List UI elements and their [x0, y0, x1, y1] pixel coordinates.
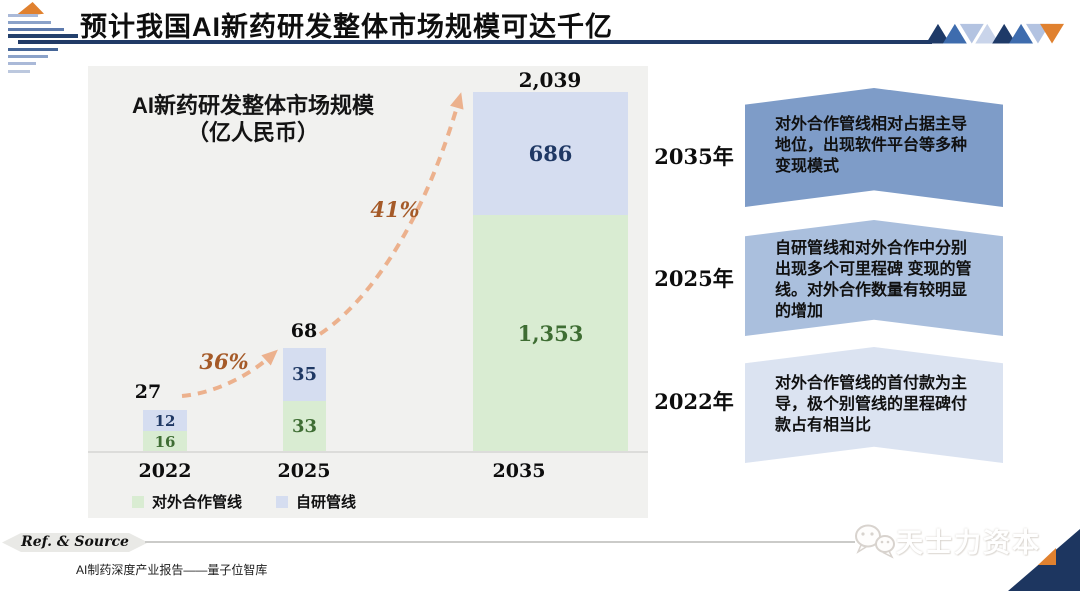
bar-2025-coop-value: 33	[291, 416, 318, 437]
x-label-2022: 2022	[138, 460, 192, 482]
growth-arrow-2022-2025	[181, 349, 278, 398]
ref-source-badge: Ref. & Source	[2, 533, 148, 552]
deco-line	[8, 70, 30, 73]
bar-2035-total: 2,039	[518, 68, 582, 92]
timeline-banner-2022: 对外合作管线的首付款为主导，极个别管线的里程碑付款占有相当比	[745, 347, 1003, 463]
source-text: AI制药深度产业报告——量子位智库	[76, 563, 268, 577]
timeline-year-2035: 2035年	[654, 144, 734, 169]
growth-arrows	[181, 92, 464, 398]
timeline-year-2025: 2025年	[654, 266, 734, 291]
timeline-banner-2035: 对外合作管线相对占据主导地位，出现软件平台等多种变现模式	[745, 88, 1003, 207]
timeline-banner-2025: 自研管线和对外合作中分别出现多个可里程碑 变现的管线。对外合作数量有较明显的增加	[745, 220, 1003, 336]
chart-title-line2: （亿人民币）	[186, 120, 319, 145]
chart-title: AI新药研发整体市场规模 （亿人民币）	[108, 92, 398, 146]
title-underline	[18, 40, 932, 44]
brand-logo: 天士力资本	[852, 521, 1041, 560]
bar-2035-coop-value: 1,353	[517, 321, 584, 346]
bar-2025-total: 68	[290, 320, 318, 342]
growth-label-41: 41%	[370, 197, 420, 222]
x-label-2025: 2025	[277, 460, 331, 482]
bar-2025-coop-segment: 33	[283, 401, 326, 452]
bar-2035-coop-segment: 1,353	[473, 215, 628, 452]
deco-line	[8, 48, 58, 51]
chart-panel: AI新药研发整体市场规模 （亿人民币） 36% 41% 27 12 16 68 …	[88, 66, 648, 518]
growth-arrow-2025-2035	[318, 92, 464, 336]
ref-divider-line	[145, 541, 855, 543]
chart-legend: 对外合作管线 自研管线	[132, 491, 356, 512]
timeline-banner-2025-text: 自研管线和对外合作中分别出现多个可里程碑 变现的管线。对外合作数量有较明显的增加	[775, 240, 972, 320]
deco-line	[8, 34, 78, 38]
deco-line	[8, 62, 36, 65]
bar-2022-coop-segment: 16	[143, 431, 187, 452]
wechat-bubbles-icon	[855, 524, 895, 559]
bar-2035-self-value: 686	[528, 141, 573, 166]
deco-line	[8, 14, 38, 17]
growth-label-36: 36%	[199, 349, 249, 374]
bar-2022-total: 27	[134, 381, 162, 403]
bar-2022-coop-value: 16	[154, 432, 176, 451]
timeline-banner-2022-text: 对外合作管线的首付款为主导，极个别管线的里程碑付款占有相当比	[775, 375, 968, 434]
page-title: 预计我国AI新药研发整体市场规模可达千亿	[80, 12, 613, 42]
bar-2022-self-value: 12	[154, 411, 176, 430]
legend-self-swatch	[276, 495, 289, 508]
deco-line	[8, 28, 64, 31]
x-label-2035: 2035	[492, 460, 546, 482]
timeline-banner-2035-text: 对外合作管线相对占据主导地位，出现软件平台等多种变现模式	[775, 116, 968, 175]
timeline-year-2022: 2022年	[654, 389, 734, 414]
triangle-strip-decoration-icon	[926, 23, 1064, 44]
bar-2025-self-segment: 35	[283, 348, 326, 401]
bar-2025-self-value: 35	[291, 364, 318, 385]
legend-coop-swatch	[132, 495, 144, 508]
x-axis-line	[88, 451, 648, 453]
brand-logo-text: 天士力资本	[896, 528, 1041, 558]
deco-line	[8, 21, 51, 24]
legend-self-label: 自研管线	[296, 494, 357, 511]
legend-coop-label: 对外合作管线	[152, 494, 243, 511]
bar-2035-self-segment: 686	[473, 92, 628, 215]
deco-line	[8, 55, 48, 58]
chart-title-line1: AI新药研发整体市场规模	[131, 93, 374, 118]
bar-2022-self-segment: 12	[143, 410, 187, 431]
